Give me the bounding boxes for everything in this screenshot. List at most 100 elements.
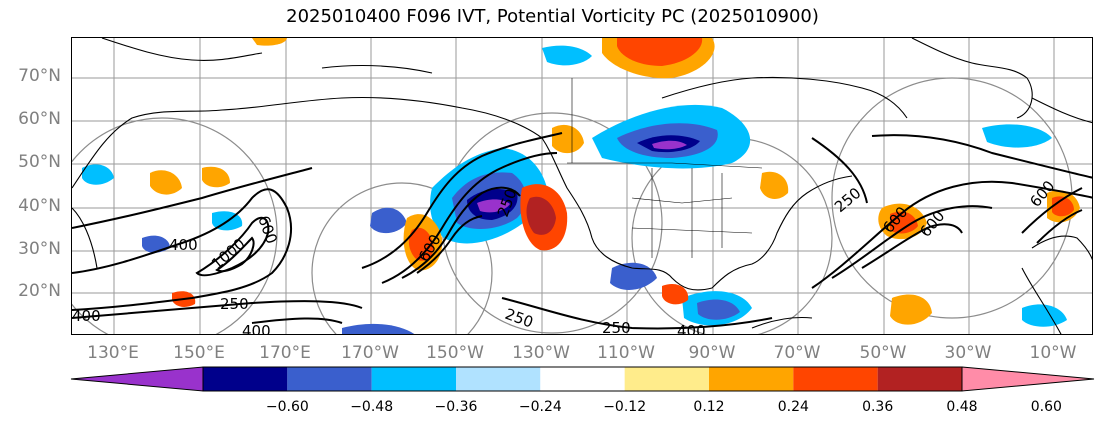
lon-label: 50°W — [859, 343, 907, 363]
contour-label: 250 — [220, 295, 249, 313]
contour-line — [501, 297, 773, 330]
coastline — [101, 38, 263, 61]
shade-region — [370, 207, 407, 234]
shade-region — [526, 196, 556, 235]
colorbar-tick-label: 0.48 — [946, 399, 978, 415]
coastline — [661, 76, 908, 119]
colorbar-tick-label: −0.36 — [434, 399, 478, 415]
colorbar-cell — [371, 367, 456, 391]
contour-line — [251, 317, 343, 324]
lon-label: 30°W — [944, 343, 992, 363]
coastline — [72, 96, 853, 291]
lon-label: 170°E — [259, 343, 311, 363]
shade-region — [552, 124, 584, 154]
colorbar-cell — [540, 367, 625, 391]
colorbar-tick-label: 0.12 — [693, 399, 725, 415]
contour-line — [831, 205, 993, 279]
contour-line — [195, 216, 270, 277]
contour-line — [861, 223, 963, 269]
contour-line — [72, 300, 363, 319]
coastline — [72, 207, 98, 269]
colorbar-cell — [287, 367, 372, 391]
contour-label: 400 — [72, 307, 101, 325]
contour-line — [361, 132, 563, 269]
contour-label: 250 — [831, 184, 865, 216]
graticule — [72, 38, 1092, 334]
lon-label: 10°W — [1029, 343, 1077, 363]
contour-line — [1021, 187, 1083, 234]
lon-label: 130°E — [87, 343, 139, 363]
shade-region — [982, 124, 1052, 148]
shade-region — [408, 227, 434, 261]
lat-label: 20°N — [18, 281, 61, 301]
shade-region — [542, 45, 592, 66]
shade-region — [1022, 304, 1067, 327]
gray-circle — [72, 117, 278, 334]
map-panel: 400 250 400 400 1000 600 250 250 250 400… — [71, 37, 1093, 335]
colorbar-cell — [456, 367, 541, 391]
colorbar-cell — [709, 367, 794, 391]
shade-region — [252, 38, 287, 46]
contour-label: 600 — [916, 207, 948, 241]
contour-line — [401, 186, 521, 279]
lon-label: 90°W — [688, 343, 736, 363]
coastline — [321, 64, 433, 74]
shade-region — [617, 38, 703, 66]
colorbar-cell — [793, 367, 878, 391]
contour-line — [416, 215, 483, 274]
colorbar-tick-label: −0.48 — [350, 399, 394, 415]
shade-region — [1052, 196, 1074, 217]
contour-label: 600 — [254, 213, 281, 246]
contour-line — [871, 134, 1092, 179]
colorbar-tick-label: 0.24 — [777, 399, 809, 415]
coastline — [1031, 97, 1092, 124]
colorbar-cell — [624, 367, 709, 391]
colorbar — [70, 366, 1095, 392]
colorbar-tick-label: −0.24 — [518, 399, 562, 415]
shade-region — [202, 166, 230, 188]
border-line — [631, 227, 753, 234]
shade-region — [610, 262, 657, 290]
lat-label: 40°N — [18, 196, 61, 216]
contour-label: 250 — [503, 305, 536, 332]
lon-label: 70°W — [773, 343, 821, 363]
contour-label: 400 — [677, 322, 706, 335]
colorbar-cell — [203, 367, 288, 391]
lat-label: 50°N — [18, 152, 61, 172]
colorbar-outline — [202, 366, 963, 392]
contour-label: 400 — [242, 322, 271, 335]
map-canvas: 400 250 400 400 1000 600 250 250 250 400… — [72, 38, 1092, 335]
coastline — [911, 38, 1033, 119]
coastline — [1031, 235, 1092, 261]
contour-label: 1000 — [208, 235, 249, 273]
shade-region — [662, 283, 689, 305]
shade-region — [82, 164, 114, 185]
boundaries — [567, 78, 763, 258]
contour-line — [1036, 209, 1083, 244]
shade-region — [142, 235, 170, 253]
contour-line — [215, 236, 255, 273]
border-line — [631, 197, 733, 204]
lat-label: 70°N — [18, 66, 61, 86]
shade-region — [760, 171, 789, 200]
border-line — [567, 162, 763, 169]
gray-circle — [311, 182, 493, 334]
coastlines — [72, 38, 1092, 334]
lat-label: 30°N — [18, 239, 61, 259]
ivt-contours — [72, 132, 1092, 330]
shade-region — [477, 199, 510, 213]
coastline — [1021, 267, 1062, 334]
contour-line — [811, 137, 868, 204]
colorbar-tick-label: 0.36 — [862, 399, 894, 415]
contour-line — [381, 152, 558, 284]
shade-region — [342, 323, 415, 334]
lon-label: 110°W — [597, 343, 655, 363]
colorbar-tick-label: −0.60 — [265, 399, 309, 415]
lon-label: 130°W — [512, 343, 570, 363]
lon-label: 150°W — [426, 343, 484, 363]
colorbar-cell — [877, 367, 962, 391]
colorbar-cell — [70, 366, 204, 392]
lon-label: 150°E — [173, 343, 225, 363]
lat-label: 60°N — [18, 109, 61, 129]
map-title: 2025010400 F096 IVT, Potential Vorticity… — [286, 6, 819, 27]
